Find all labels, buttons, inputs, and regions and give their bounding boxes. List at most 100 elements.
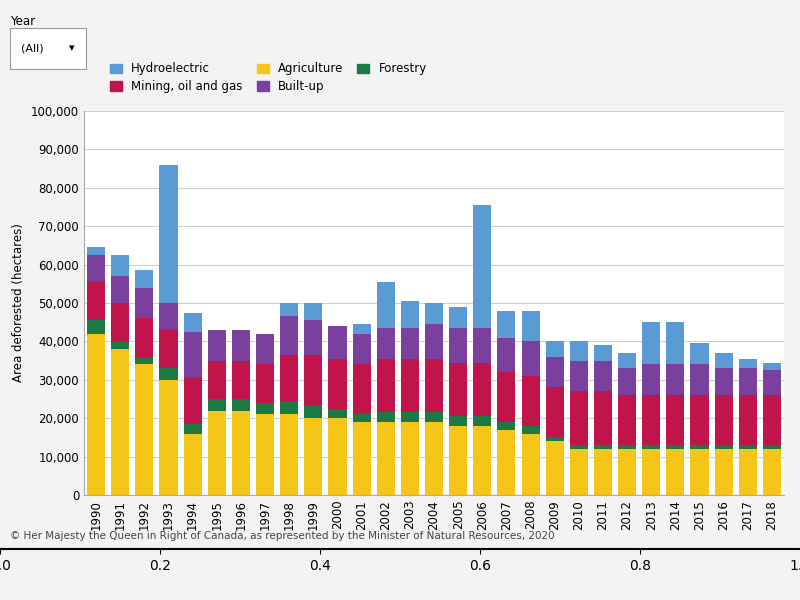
- Bar: [280, 415, 298, 495]
- Bar: [498, 430, 515, 495]
- Bar: [763, 362, 781, 370]
- Bar: [401, 412, 419, 422]
- Bar: [353, 334, 370, 364]
- Bar: [474, 362, 491, 416]
- Bar: [666, 364, 685, 395]
- Bar: [353, 324, 370, 334]
- Bar: [328, 326, 346, 359]
- Bar: [449, 426, 467, 495]
- Bar: [280, 316, 298, 355]
- Bar: [763, 449, 781, 495]
- Bar: [425, 303, 443, 324]
- Bar: [522, 376, 540, 426]
- Bar: [738, 445, 757, 449]
- Bar: [87, 334, 105, 495]
- Bar: [377, 422, 394, 495]
- Bar: [159, 165, 178, 303]
- Bar: [738, 395, 757, 445]
- Bar: [377, 282, 394, 328]
- Bar: [666, 449, 685, 495]
- Bar: [425, 324, 443, 359]
- Bar: [425, 359, 443, 412]
- Bar: [449, 307, 467, 328]
- Bar: [449, 416, 467, 426]
- Bar: [642, 395, 660, 445]
- Bar: [304, 418, 322, 495]
- Bar: [618, 368, 636, 395]
- Bar: [690, 449, 709, 495]
- Bar: [256, 415, 274, 495]
- Bar: [594, 361, 612, 391]
- Bar: [328, 418, 346, 495]
- Bar: [304, 303, 322, 320]
- Bar: [546, 437, 564, 441]
- Bar: [714, 368, 733, 395]
- Bar: [183, 313, 202, 332]
- Bar: [498, 372, 515, 422]
- Bar: [666, 445, 685, 449]
- Bar: [183, 332, 202, 378]
- Bar: [111, 349, 130, 495]
- Bar: [111, 276, 130, 303]
- Bar: [183, 378, 202, 424]
- Bar: [642, 449, 660, 495]
- Bar: [570, 361, 588, 391]
- Bar: [353, 422, 370, 495]
- Bar: [714, 395, 733, 445]
- Bar: [328, 359, 346, 409]
- Bar: [546, 441, 564, 495]
- Bar: [690, 395, 709, 445]
- Bar: [232, 330, 250, 361]
- Bar: [256, 364, 274, 403]
- Bar: [304, 405, 322, 418]
- Bar: [232, 410, 250, 495]
- Bar: [425, 412, 443, 422]
- Bar: [135, 271, 154, 287]
- Bar: [570, 391, 588, 445]
- Bar: [159, 330, 178, 368]
- Bar: [280, 303, 298, 316]
- Bar: [159, 368, 178, 380]
- Bar: [377, 328, 394, 359]
- Bar: [522, 311, 540, 341]
- Bar: [377, 359, 394, 412]
- Bar: [498, 311, 515, 338]
- Bar: [232, 399, 250, 410]
- Bar: [474, 416, 491, 426]
- Bar: [522, 341, 540, 376]
- Bar: [618, 445, 636, 449]
- Bar: [159, 303, 178, 330]
- Bar: [642, 445, 660, 449]
- Bar: [401, 301, 419, 328]
- Bar: [546, 341, 564, 357]
- Bar: [87, 255, 105, 282]
- Bar: [690, 364, 709, 395]
- Bar: [208, 330, 226, 361]
- Bar: [594, 445, 612, 449]
- Bar: [666, 322, 685, 364]
- Bar: [87, 320, 105, 334]
- Bar: [280, 355, 298, 401]
- Bar: [135, 319, 154, 357]
- Bar: [304, 355, 322, 405]
- Bar: [353, 364, 370, 415]
- Bar: [135, 364, 154, 495]
- Legend: Hydroelectric, Mining, oil and gas, Agriculture, Built-up, Forestry: Hydroelectric, Mining, oil and gas, Agri…: [110, 62, 427, 93]
- Bar: [328, 409, 346, 418]
- Bar: [763, 395, 781, 445]
- Bar: [666, 395, 685, 445]
- Bar: [183, 424, 202, 434]
- Bar: [763, 370, 781, 395]
- Bar: [738, 368, 757, 395]
- Bar: [714, 449, 733, 495]
- Bar: [256, 403, 274, 415]
- Bar: [546, 388, 564, 437]
- Bar: [111, 255, 130, 276]
- Bar: [232, 361, 250, 399]
- Bar: [474, 205, 491, 328]
- Bar: [714, 353, 733, 368]
- Bar: [594, 449, 612, 495]
- Bar: [714, 445, 733, 449]
- Bar: [135, 357, 154, 364]
- Bar: [690, 445, 709, 449]
